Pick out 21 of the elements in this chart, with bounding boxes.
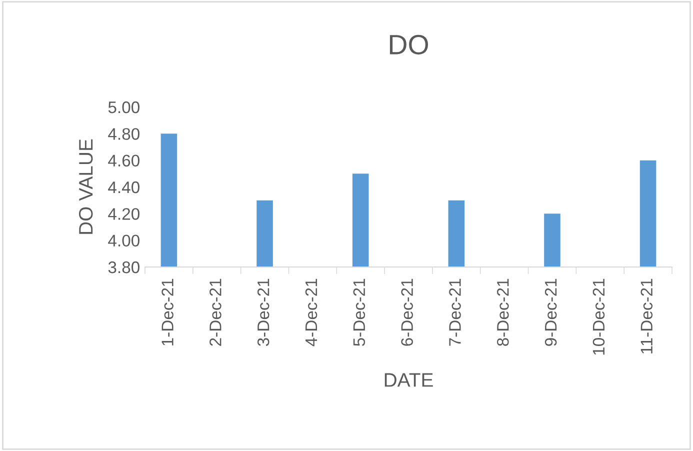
x-tick-label: 8-Dec-21 [496, 278, 509, 346]
y-tick-label: 4.40 [108, 181, 140, 194]
x-tick-label: 6-Dec-21 [401, 278, 413, 346]
x-tick-label: 4-Dec-21 [305, 278, 318, 346]
x-tick-label: 7-Dec-21 [449, 278, 461, 346]
x-tick-label: 9-Dec-21 [544, 278, 557, 346]
y-tick-label: 4.80 [108, 128, 140, 140]
y-tick-label: 3.80 [108, 261, 140, 274]
y-axis-title: DO VALUE [78, 139, 93, 234]
x-tick-label: 3-Dec-21 [257, 278, 270, 346]
chart-title: DO [390, 34, 428, 54]
y-tick-label: 4.20 [108, 208, 140, 220]
x-axis-title: DATE [384, 373, 433, 387]
x-tick-label: 10-Dec-21 [592, 278, 605, 355]
x-tick-label: 11-Dec-21 [640, 278, 653, 354]
y-tick-label: 5.00 [108, 101, 140, 114]
x-tick-label: 2-Dec-21 [210, 278, 222, 346]
y-tick-label: 4.60 [108, 154, 140, 167]
x-tick-label: 5-Dec-21 [353, 278, 366, 346]
x-tick-label: 1-Dec-21 [162, 278, 174, 346]
y-tick-label: 4.00 [108, 234, 140, 247]
